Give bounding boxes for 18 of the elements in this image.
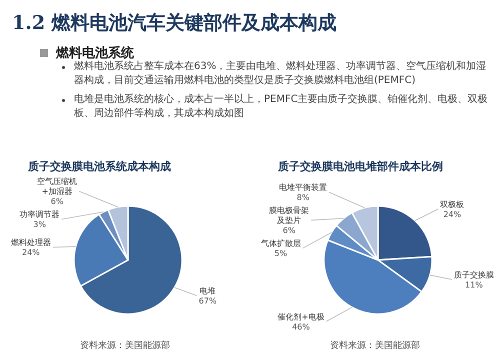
text: 资料来源：美国能源部	[330, 340, 420, 351]
text: 电堆是电池系统的核心，成本占一半以上，PEMFC主要由质子交换膜、铂催化剂、电极、双极板、周边部件等构成，其成本构成如图	[74, 94, 488, 119]
slice-label: 催化剂+电极 46%	[278, 312, 324, 332]
chart-title: 质子交换膜电池系统成本构成	[27, 160, 171, 173]
slice-label: 电堆 67%	[198, 286, 217, 306]
chart-title: 质子交换膜电池电堆部件成本比例	[277, 160, 443, 173]
text: 燃料电池系统	[56, 46, 134, 61]
slice-label: 质子交换膜 11%	[454, 270, 494, 290]
slice-label: 功率调节器 3%	[20, 210, 60, 230]
text: 资料来源：美国能源部	[80, 340, 170, 351]
slice-label: 膜电极骨架及垫片 6%	[269, 206, 310, 236]
slice-label: 燃料处理器 24%	[10, 238, 51, 258]
slice-label: 气体扩散层 5%	[260, 239, 301, 258]
slice-label: 电堆平衡装置 8%	[279, 183, 328, 202]
text: 1.2 燃料电池汽车关键部件及成本构成	[12, 11, 337, 36]
slice-label: 双极板 24%	[440, 200, 464, 219]
slice-label: 空气压缩机+加湿器 6%	[37, 177, 78, 206]
text: 燃料电池系统占整车成本在63%，主要由电堆、燃料处理器、功率调节器、空气压缩机和加湿器构成，目前交通运输用燃料电池的类型仅是质子交换膜燃料电池组(PEMFC)	[74, 61, 486, 86]
